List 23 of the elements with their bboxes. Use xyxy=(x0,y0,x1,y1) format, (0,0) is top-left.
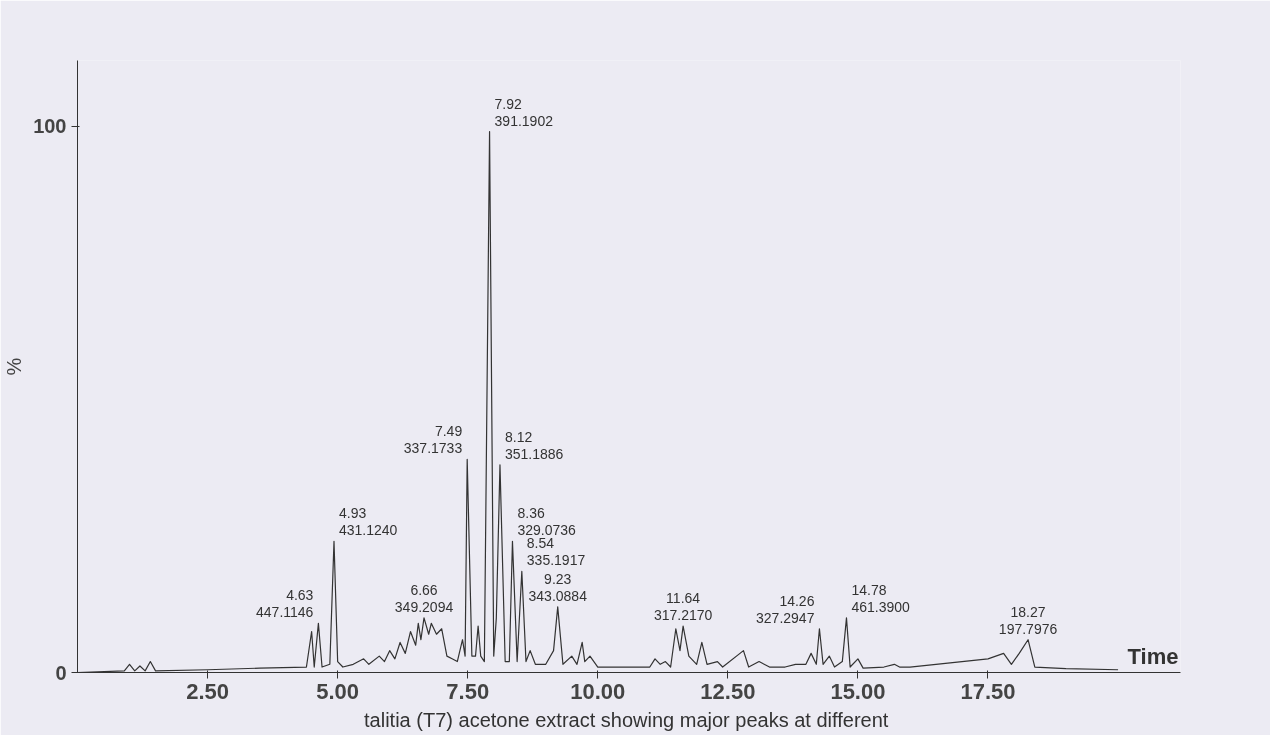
x-axis-title: Time xyxy=(1127,643,1179,669)
annotation: 11.64 317.2170 xyxy=(653,590,713,624)
x-tick-label: 2.50 xyxy=(186,678,229,704)
annotation: 9.23 343.0884 xyxy=(528,570,588,604)
text: talitia (T7) acetone extract showing major peaks at different xyxy=(364,708,889,731)
x-tick-label: 12.50 xyxy=(700,678,756,704)
annotation: 4.93 431.1240 xyxy=(339,505,398,539)
y-tick-label: 100 xyxy=(33,115,67,138)
y-axis-title: % xyxy=(3,357,26,376)
x-tick-label: 10.00 xyxy=(570,678,626,704)
annotation: 18.27 197.7976 xyxy=(998,603,1058,637)
x-tick-label: 5.00 xyxy=(316,678,360,704)
annotation: 4.63 447.1146 xyxy=(256,587,314,621)
annotation: 14.26 327.2947 xyxy=(756,592,815,626)
annotation: 6.66 349.2094 xyxy=(394,581,454,615)
annotation: 7.49 337.1733 xyxy=(403,423,463,457)
annotation: 14.78 461.3900 xyxy=(851,581,911,615)
x-tick-label: 17.50 xyxy=(960,678,1016,704)
y-tick-label: 0 xyxy=(55,661,67,684)
x-tick-label: 15.00 xyxy=(830,678,886,704)
annotation: 8.12 351.1886 xyxy=(504,428,564,462)
x-tick-label: 7.50 xyxy=(446,678,490,704)
annotation: 7.92 391.1902 xyxy=(494,95,554,129)
